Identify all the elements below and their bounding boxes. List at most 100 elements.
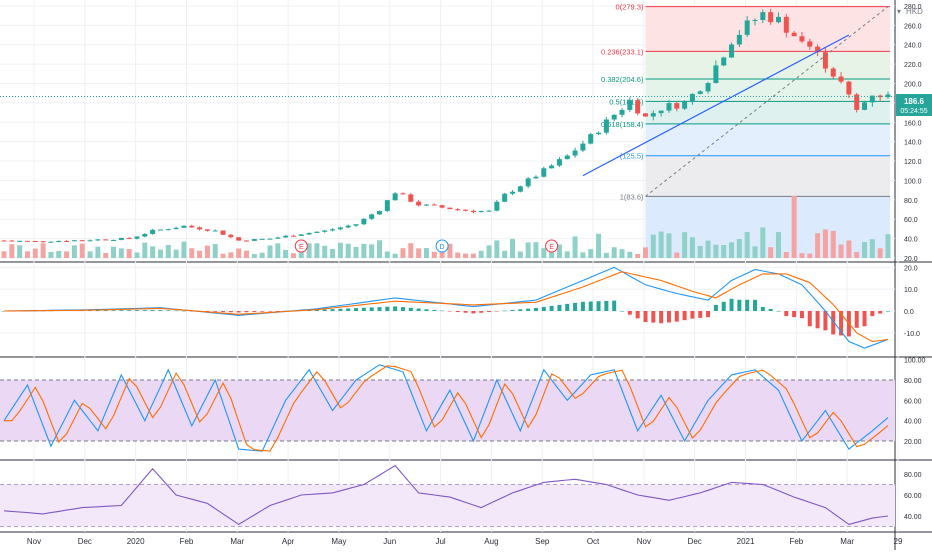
rsi-tick-label: 60.00 xyxy=(904,493,922,500)
macd-histogram-bar xyxy=(432,309,437,311)
event-marker-label: E xyxy=(549,244,554,251)
macd-histogram-bar xyxy=(526,308,531,311)
macd-histogram-bar xyxy=(111,310,116,311)
macd-histogram-bar xyxy=(346,308,351,311)
candle-body xyxy=(56,240,62,242)
currency-menu-icon[interactable]: ▾ xyxy=(897,7,901,16)
candle-body xyxy=(416,201,422,206)
candle-body xyxy=(204,229,210,231)
candle-body xyxy=(494,201,500,211)
price-tick-label: 120.0 xyxy=(904,159,922,166)
macd-histogram-bar xyxy=(784,311,789,317)
macd-histogram-bar xyxy=(471,311,476,314)
stoch-tick-label: 40.00 xyxy=(904,419,922,426)
macd-tick-label: -10.0 xyxy=(904,331,920,338)
volume-bar xyxy=(290,253,296,258)
volume-bar xyxy=(596,233,602,258)
volume-bar xyxy=(157,249,163,258)
fib-zone xyxy=(645,155,890,197)
macd-histogram-bar xyxy=(244,311,249,313)
candle-body xyxy=(306,232,312,235)
candle-body xyxy=(48,241,54,243)
macd-histogram-bar xyxy=(181,310,186,312)
volume-bar xyxy=(807,253,813,258)
candle-body xyxy=(807,41,813,47)
candle-body xyxy=(330,229,336,231)
macd-histogram-bar xyxy=(322,309,327,311)
candle-body xyxy=(830,68,836,77)
volume-bar xyxy=(204,245,210,258)
volume-bar xyxy=(40,243,46,258)
macd-histogram-bar xyxy=(494,311,499,312)
volume-bar xyxy=(400,248,406,258)
volume-bar xyxy=(470,253,476,258)
volume-bar xyxy=(752,246,758,258)
volume-bar xyxy=(126,249,132,258)
candle-body xyxy=(642,113,648,117)
bar-countdown: 05:24:55 xyxy=(900,108,927,115)
volume-bar xyxy=(345,243,351,258)
volume-bar xyxy=(259,252,265,258)
volume-bars xyxy=(1,196,891,258)
macd-histogram-bar xyxy=(408,307,413,311)
volume-bar xyxy=(463,253,469,258)
macd-histogram-bar xyxy=(839,311,844,336)
macd-histogram-bar xyxy=(502,310,507,312)
volume-bar xyxy=(580,252,586,258)
candle-body xyxy=(799,36,805,42)
macd-histogram-bar xyxy=(424,309,429,311)
volume-bar xyxy=(666,233,672,258)
volume-bar xyxy=(353,247,359,258)
volume-bar xyxy=(822,229,828,258)
candle-body xyxy=(854,94,860,110)
candle-body xyxy=(126,237,132,239)
macd-histogram-bar xyxy=(807,311,812,327)
volume-bar xyxy=(697,246,703,258)
candle-body xyxy=(869,95,875,103)
macd-histogram-bar xyxy=(455,311,460,313)
volume-bar xyxy=(181,241,187,258)
price-tick-label: 80.0 xyxy=(904,198,918,205)
volume-bar xyxy=(783,252,789,258)
candle-body xyxy=(173,227,179,230)
macd-histogram-bar xyxy=(870,311,875,317)
event-marker xyxy=(294,239,308,253)
price-tick-label: 40.0 xyxy=(904,237,918,244)
trend-lines[interactable] xyxy=(0,6,895,197)
macd-histogram-bar xyxy=(713,304,718,311)
x-tick-label: Feb xyxy=(180,537,194,546)
x-tick-label: Jun xyxy=(383,537,396,546)
rsi-pane xyxy=(0,464,895,527)
volume-bar xyxy=(869,239,875,258)
candle-body xyxy=(846,81,852,95)
macd-histogram-bar xyxy=(134,310,139,311)
candle-body xyxy=(236,237,242,241)
price-tick-label: 260.0 xyxy=(904,23,922,30)
macd-histogram-bar xyxy=(745,299,750,311)
volume-bar xyxy=(377,240,383,258)
macd-histogram-bar xyxy=(236,311,241,313)
macd-histogram-bar xyxy=(158,310,163,311)
trend-line xyxy=(582,34,850,177)
macd-histogram-bar xyxy=(260,311,265,312)
candle-body xyxy=(635,100,641,114)
candle-body xyxy=(729,44,735,58)
signal-line xyxy=(3,271,889,343)
volume-bar xyxy=(322,245,328,258)
macd-histogram-bar xyxy=(385,306,390,311)
macd-histogram-bar xyxy=(815,311,820,329)
candle-body xyxy=(267,238,273,240)
candle-body xyxy=(283,235,289,238)
volume-bar xyxy=(87,251,93,258)
candle-body xyxy=(721,57,727,66)
volume-bar xyxy=(729,242,735,258)
candle-body xyxy=(760,12,766,20)
candle-body xyxy=(603,119,609,133)
candle-body xyxy=(736,34,742,45)
volume-bar xyxy=(251,253,257,258)
volume-bar xyxy=(682,232,688,258)
volume-bar xyxy=(32,248,38,258)
